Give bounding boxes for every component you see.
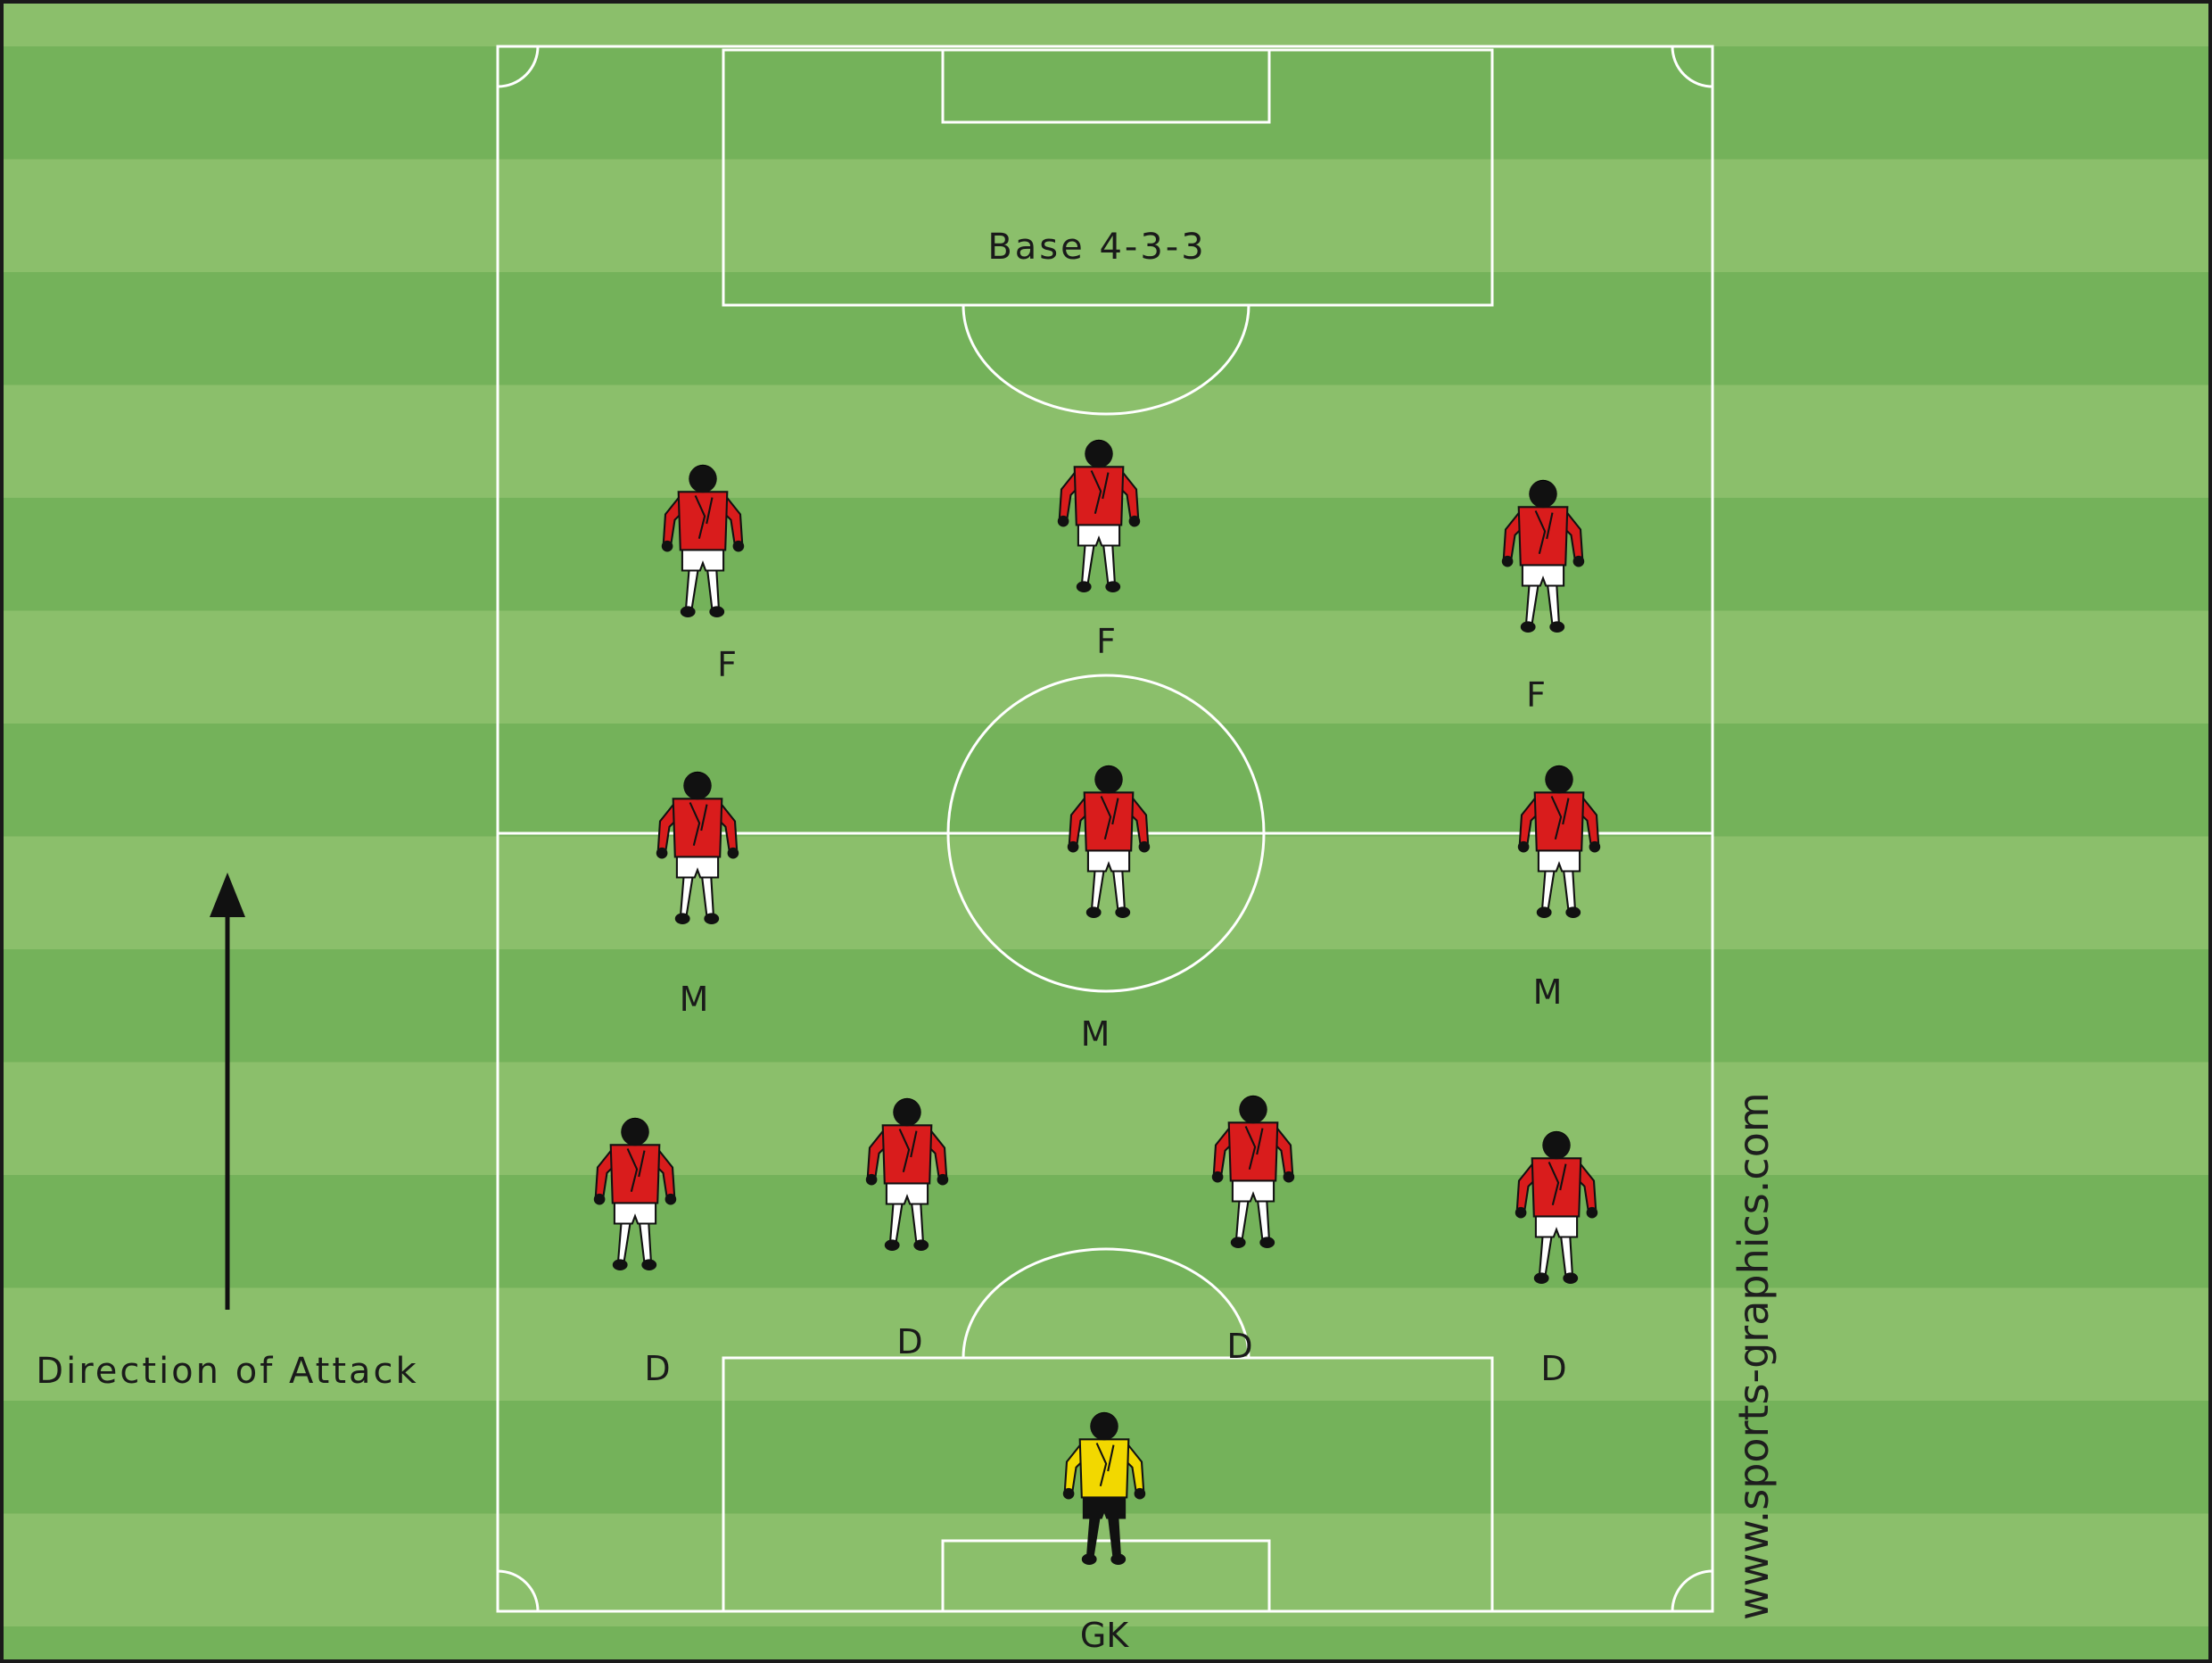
center-circle	[946, 674, 1266, 993]
position-label-goalkeeper: GK	[1080, 1616, 1129, 1655]
position-label-defender-3: D	[1226, 1327, 1252, 1366]
players-layer	[593, 439, 1601, 1565]
grass-stripe	[0, 1513, 2212, 1627]
grass-stripe	[0, 159, 2212, 273]
player-defender-4	[1515, 1130, 1598, 1284]
grass-stripe	[0, 1062, 2212, 1176]
player-midfielder-right	[1517, 765, 1601, 918]
grass-stripe	[0, 1287, 2212, 1402]
grass-stripe	[0, 46, 2212, 161]
position-label-defender-2: D	[896, 1322, 922, 1361]
position-label-defender-4: D	[1540, 1349, 1566, 1388]
grass-stripe	[0, 0, 2212, 47]
grass-stripe	[0, 1626, 2212, 1663]
position-label-midfielder-right: M	[1533, 972, 1563, 1012]
position-label-midfielder-left: M	[680, 980, 709, 1019]
bottom-penalty-arc	[962, 1247, 1250, 1359]
player-midfielder-left	[656, 771, 739, 924]
grass-stripe	[0, 1175, 2212, 1289]
position-label-forward-right: F	[1526, 675, 1546, 715]
position-label-forward-center: F	[1096, 622, 1116, 661]
top-penalty-arc	[962, 304, 1250, 416]
player-defender-3	[1211, 1095, 1295, 1248]
direction-of-attack-label: Direction of Attack	[36, 1351, 418, 1392]
position-labels: F F F M M M D D D D GK	[644, 622, 1566, 1655]
corner-arc-top-right	[1671, 46, 1713, 88]
grass-stripe	[0, 610, 2212, 724]
grass-stripe	[0, 272, 2212, 386]
player-forward-center	[1057, 439, 1141, 592]
corner-arc-bottom-right	[1671, 1569, 1713, 1612]
formation-title: Base 4-3-3	[987, 227, 1206, 268]
position-label-defender-1: D	[644, 1349, 670, 1388]
player-defender-2	[865, 1097, 949, 1251]
position-label-forward-left: F	[717, 645, 737, 684]
player-goalkeeper	[1062, 1411, 1146, 1565]
player-defender-1	[593, 1117, 677, 1270]
player-forward-right	[1501, 479, 1585, 633]
corner-arc-top-left	[497, 46, 540, 88]
bottom-goal-box	[941, 1539, 1271, 1613]
grass-stripe	[0, 949, 2212, 1063]
top-goal-box	[941, 48, 1271, 124]
watermark-text: www.sports-graphics.com	[1729, 1092, 1778, 1620]
position-label-midfielder-center: M	[1081, 1014, 1110, 1054]
player-midfielder-center	[1067, 765, 1151, 918]
corner-arc-bottom-left	[497, 1569, 540, 1612]
player-forward-left	[661, 464, 745, 617]
